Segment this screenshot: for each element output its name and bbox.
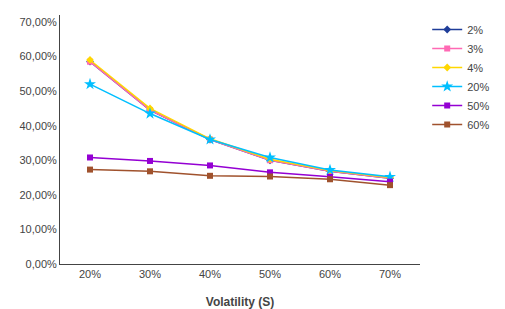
svg-text:20%: 20% [79, 268, 101, 280]
svg-text:20%: 20% [467, 81, 489, 93]
svg-text:70%: 70% [379, 268, 401, 280]
svg-text:50,00%: 50,00% [19, 85, 57, 97]
svg-text:70,00%: 70,00% [19, 16, 57, 28]
svg-text:40%: 40% [199, 268, 221, 280]
svg-text:10,00%: 10,00% [19, 223, 57, 235]
svg-text:50%: 50% [259, 268, 281, 280]
svg-text:Volatility (S): Volatility (S) [206, 295, 274, 309]
svg-text:60,00%: 60,00% [19, 50, 57, 62]
svg-text:20,00%: 20,00% [19, 189, 57, 201]
svg-text:30%: 30% [139, 268, 161, 280]
svg-text:4%: 4% [467, 62, 483, 74]
svg-text:2%: 2% [467, 24, 483, 36]
svg-text:60%: 60% [467, 119, 489, 131]
svg-text:60%: 60% [319, 268, 341, 280]
svg-text:40,00%: 40,00% [19, 120, 57, 132]
svg-text:3%: 3% [467, 43, 483, 55]
svg-text:0,00%: 0,00% [26, 258, 57, 270]
svg-text:30,00%: 30,00% [19, 154, 57, 166]
svg-text:50%: 50% [467, 100, 489, 112]
